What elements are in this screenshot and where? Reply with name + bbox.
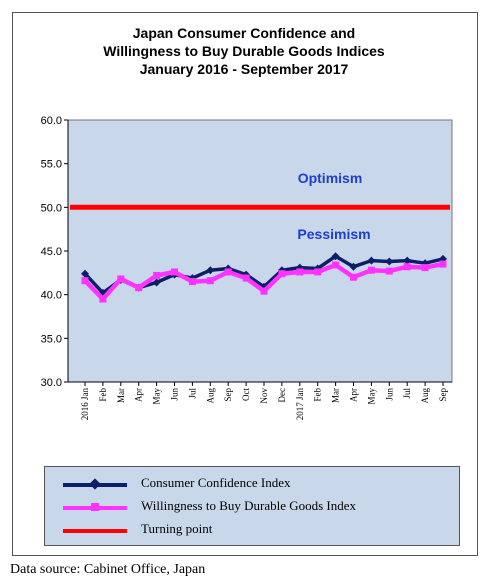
point-durable-goods <box>81 277 89 285</box>
legend-marker-square-icon <box>91 503 99 511</box>
annotation-optimism: Optimism <box>298 170 363 186</box>
x-tick-label: Feb <box>313 388 323 402</box>
x-tick-label: Dec <box>277 388 287 403</box>
point-durable-goods <box>314 268 322 276</box>
point-durable-goods <box>421 264 429 272</box>
x-tick-label: Apr <box>134 388 144 402</box>
point-durable-goods <box>403 263 411 271</box>
y-tick-label: 60.0 <box>41 115 62 127</box>
chart-title-line-2: Willingness to Buy Durable Goods Indices <box>103 43 385 59</box>
point-consumer-confidence <box>403 256 412 265</box>
x-tick-label: Apr <box>349 388 359 402</box>
x-tick-label: Oct <box>241 388 251 401</box>
plot-area <box>67 119 453 383</box>
point-durable-goods <box>171 268 178 276</box>
annotation-pessimism: Pessimism <box>297 226 370 242</box>
x-tick-label: Mar <box>331 388 341 403</box>
x-tick-label: Nov <box>259 388 269 404</box>
x-tick-label: Sep <box>438 388 448 402</box>
point-durable-goods <box>296 268 304 276</box>
chart-title: Japan Consumer Confidence and Willingnes… <box>12 24 476 78</box>
x-tick-label: 2016 Jan <box>80 388 90 421</box>
x-tick-label: May <box>152 388 162 405</box>
point-consumer-confidence <box>152 278 161 287</box>
point-durable-goods <box>332 261 340 269</box>
point-durable-goods <box>439 260 447 268</box>
legend-label-turning-point: Turning point <box>141 521 213 536</box>
point-durable-goods <box>278 270 286 278</box>
point-durable-goods <box>135 284 143 292</box>
chart-legend: Consumer Confidence Index Willingness to… <box>44 466 460 546</box>
point-durable-goods <box>224 268 232 276</box>
x-tick-label: Sep <box>223 388 233 402</box>
x-tick-label: Mar <box>116 388 126 403</box>
y-tick-label: 45.0 <box>41 246 62 258</box>
point-consumer-confidence <box>81 269 89 278</box>
x-tick-label: May <box>366 388 376 405</box>
point-durable-goods <box>206 277 214 285</box>
point-durable-goods <box>99 295 107 303</box>
x-tick-label: Aug <box>205 388 215 404</box>
point-durable-goods <box>260 287 268 295</box>
legend-marker-diamond-icon <box>89 478 101 490</box>
y-tick-label: 55.0 <box>41 159 62 171</box>
point-consumer-confidence <box>367 256 376 265</box>
x-tick-label: Jun <box>170 388 180 401</box>
point-consumer-confidence <box>349 262 358 271</box>
chart-title-line-1: Japan Consumer Confidence and <box>132 25 356 41</box>
point-durable-goods <box>188 278 196 286</box>
legend-label-consumer-confidence: Consumer Confidence Index <box>141 475 291 490</box>
y-tick-label: 30.0 <box>41 377 62 389</box>
x-tick-label: 2017 Jan <box>295 388 305 421</box>
y-tick-label: 35.0 <box>41 333 62 345</box>
x-tick-label: Aug <box>420 388 430 404</box>
legend-label-durable-goods: Willingness to Buy Durable Goods Index <box>141 498 357 513</box>
chart-title-line-3: January 2016 - September 2017 <box>139 61 349 77</box>
legend-swatch-turning-point <box>63 529 127 533</box>
y-tick-label: 50.0 <box>41 202 62 214</box>
point-durable-goods <box>153 271 161 279</box>
y-tick-label: 40.0 <box>41 290 62 302</box>
point-durable-goods <box>242 274 250 282</box>
point-durable-goods <box>117 275 125 283</box>
point-durable-goods <box>350 273 357 281</box>
point-durable-goods <box>367 266 375 274</box>
point-consumer-confidence <box>331 252 340 261</box>
point-durable-goods <box>385 267 393 275</box>
x-tick-label: Jul <box>187 388 197 399</box>
data-source-note: Data source: Cabinet Office, Japan <box>10 562 206 577</box>
x-tick-label: Jul <box>402 388 412 399</box>
point-consumer-confidence <box>206 266 215 275</box>
x-tick-label: Jun <box>384 388 394 401</box>
point-consumer-confidence <box>385 257 394 266</box>
x-tick-label: Feb <box>98 388 108 402</box>
